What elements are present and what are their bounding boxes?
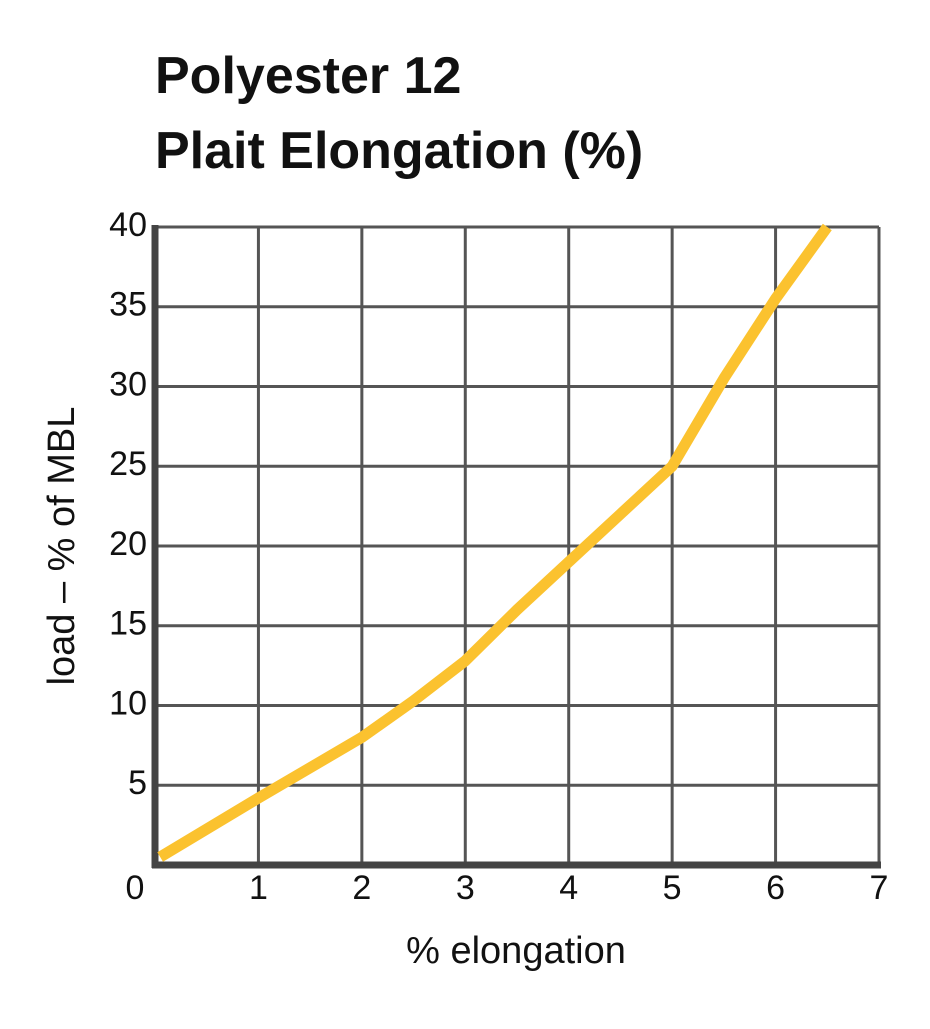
x-tick-label: 6 (766, 869, 785, 907)
x-axis-label: % elongation (406, 930, 626, 972)
x-tick-label: 7 (870, 869, 889, 907)
x-tick-label: 1 (249, 869, 268, 907)
chart-title: Polyester 12 (155, 47, 461, 105)
chart-subtitle: Plait Elongation (%) (155, 122, 643, 180)
y-tick-label: 40 (109, 206, 147, 244)
y-tick-label: 15 (109, 605, 147, 643)
y-tick-label: 5 (128, 764, 147, 802)
x-tick-label: 3 (456, 869, 475, 907)
y-tick-label: 10 (109, 684, 147, 722)
data-line (157, 223, 832, 862)
x-tick-label: 4 (559, 869, 578, 907)
y-tick-label: 20 (109, 525, 147, 563)
x-tick-label: 5 (663, 869, 682, 907)
y-axis-label: load – % of MBL (41, 407, 83, 686)
x-tick-label: 2 (352, 869, 371, 907)
y-tick-label: 35 (109, 286, 147, 324)
y-tick-label: 25 (109, 445, 147, 483)
y-tick-label: 30 (109, 365, 147, 403)
x-tick-label: 0 (126, 869, 145, 907)
